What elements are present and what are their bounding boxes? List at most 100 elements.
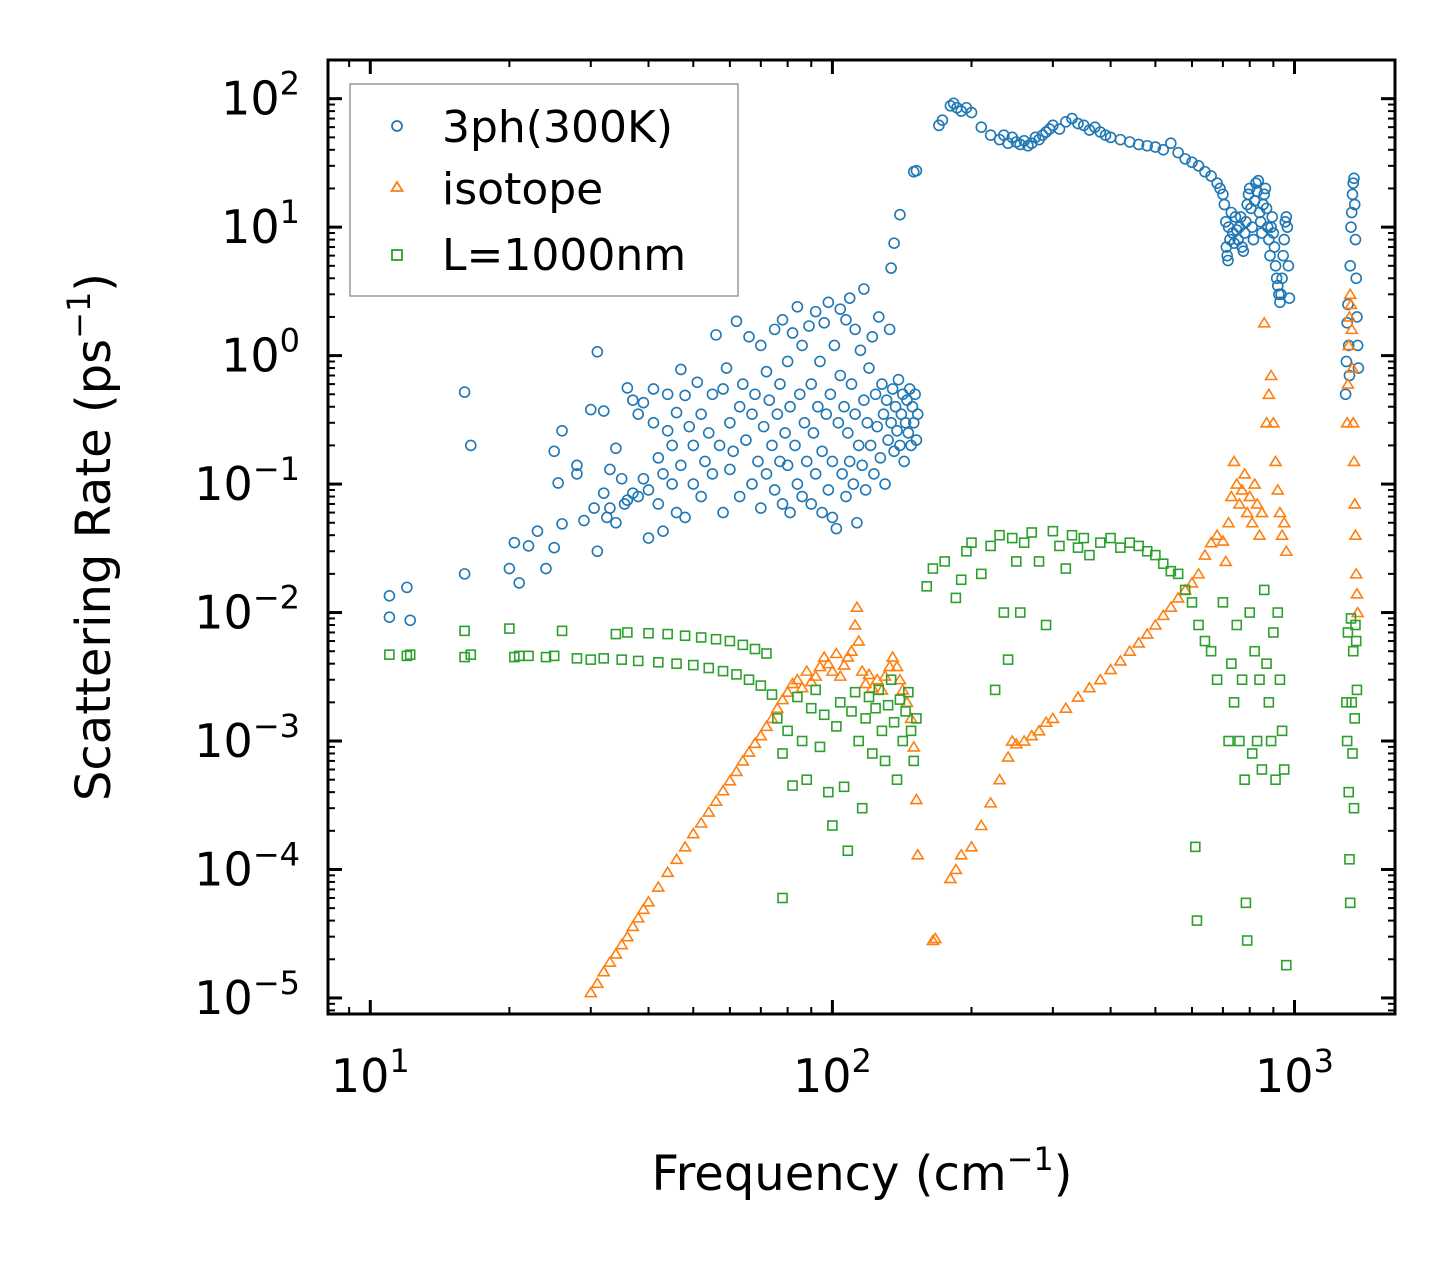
- data-point: [1072, 117, 1084, 130]
- data-point: [898, 455, 910, 468]
- data-point: [883, 323, 896, 336]
- data-point: [864, 439, 877, 452]
- data-point: [647, 416, 660, 429]
- data-point: [994, 529, 1005, 541]
- data-point: [1114, 133, 1127, 146]
- data-point: [1238, 227, 1251, 239]
- data-point: [1185, 576, 1199, 588]
- data-point: [818, 317, 831, 329]
- data-point: [943, 872, 958, 884]
- data-point: [679, 511, 691, 524]
- data-point: [1350, 635, 1362, 647]
- data-point: [591, 545, 604, 558]
- data-point: [818, 709, 830, 721]
- data-point: [1172, 146, 1184, 159]
- data-point: [709, 794, 723, 807]
- data-point: [828, 339, 841, 352]
- data-point: [950, 592, 962, 604]
- data-point: [1235, 483, 1249, 495]
- data-point: [871, 420, 883, 433]
- data-point: [1217, 188, 1229, 201]
- data-point: [670, 506, 683, 519]
- data-point: [687, 439, 700, 452]
- data-point: [1157, 143, 1170, 156]
- data-point: [1115, 542, 1126, 553]
- data-point: [1093, 673, 1108, 685]
- data-point: [925, 933, 940, 946]
- data-point: [1278, 764, 1290, 775]
- data-point: [1245, 516, 1260, 528]
- data-point: [858, 394, 870, 406]
- data-point: [717, 383, 729, 395]
- data-point: [910, 848, 925, 860]
- legend-entry-boundary: L=1000nm: [391, 230, 686, 281]
- data-point: [1261, 387, 1276, 400]
- data-point: [855, 664, 870, 676]
- data-point: [776, 498, 789, 510]
- data-point: [875, 683, 889, 695]
- data-point: [1149, 141, 1162, 153]
- data-point: [781, 355, 794, 368]
- data-point: [743, 674, 755, 686]
- data-point: [825, 664, 840, 676]
- data-point: [1084, 549, 1095, 561]
- data-point: [597, 487, 610, 499]
- data-point: [768, 484, 781, 496]
- data-point: [571, 459, 583, 472]
- data-point: [662, 628, 673, 640]
- legend-marker-square: [391, 249, 403, 261]
- data-point: [632, 408, 645, 420]
- data-point: [904, 711, 918, 724]
- data-point: [859, 484, 872, 496]
- data-point: [779, 427, 791, 439]
- data-point: [627, 394, 639, 406]
- data-point: [737, 378, 749, 390]
- data-point: [717, 665, 729, 677]
- data-point: [401, 581, 413, 594]
- data-point: [854, 344, 867, 357]
- data-point: [464, 439, 477, 452]
- data-point: [508, 536, 521, 549]
- data-point: [753, 729, 768, 741]
- data-point: [641, 895, 656, 907]
- data-point: [1140, 627, 1155, 639]
- data-point: [404, 614, 416, 627]
- data-point: [1346, 416, 1361, 428]
- data-point: [1244, 607, 1256, 618]
- data-point: [729, 764, 744, 777]
- data-point: [891, 424, 903, 437]
- y-tick-label-1: 10−4: [194, 835, 300, 896]
- data-point: [886, 383, 899, 395]
- data-point: [622, 627, 633, 638]
- data-point: [814, 741, 826, 753]
- data-point: [1348, 528, 1363, 540]
- data-point: [588, 502, 600, 514]
- data-point: [616, 654, 628, 665]
- data-point: [1232, 497, 1247, 509]
- data-point: [894, 208, 906, 221]
- data-point: [1226, 658, 1237, 669]
- data-point: [1229, 211, 1242, 223]
- data-point: [961, 545, 972, 557]
- data-point: [459, 651, 470, 663]
- data-point: [863, 691, 875, 703]
- data-point: [657, 468, 669, 480]
- data-point: [1346, 188, 1359, 201]
- data-point: [1247, 233, 1260, 246]
- data-point: [669, 852, 684, 865]
- data-point: [1204, 536, 1219, 548]
- data-point: [1033, 556, 1045, 567]
- data-point: [784, 400, 796, 413]
- data-point: [687, 478, 700, 490]
- series-1: [583, 287, 1365, 998]
- data-point: [1199, 635, 1211, 647]
- data-point: [781, 459, 794, 472]
- data-point: [882, 434, 894, 446]
- data-point: [636, 902, 651, 915]
- data-point: [910, 434, 923, 446]
- data-point: [746, 408, 758, 420]
- data-point: [675, 363, 687, 376]
- data-point: [1060, 116, 1072, 128]
- data-point: [733, 490, 746, 503]
